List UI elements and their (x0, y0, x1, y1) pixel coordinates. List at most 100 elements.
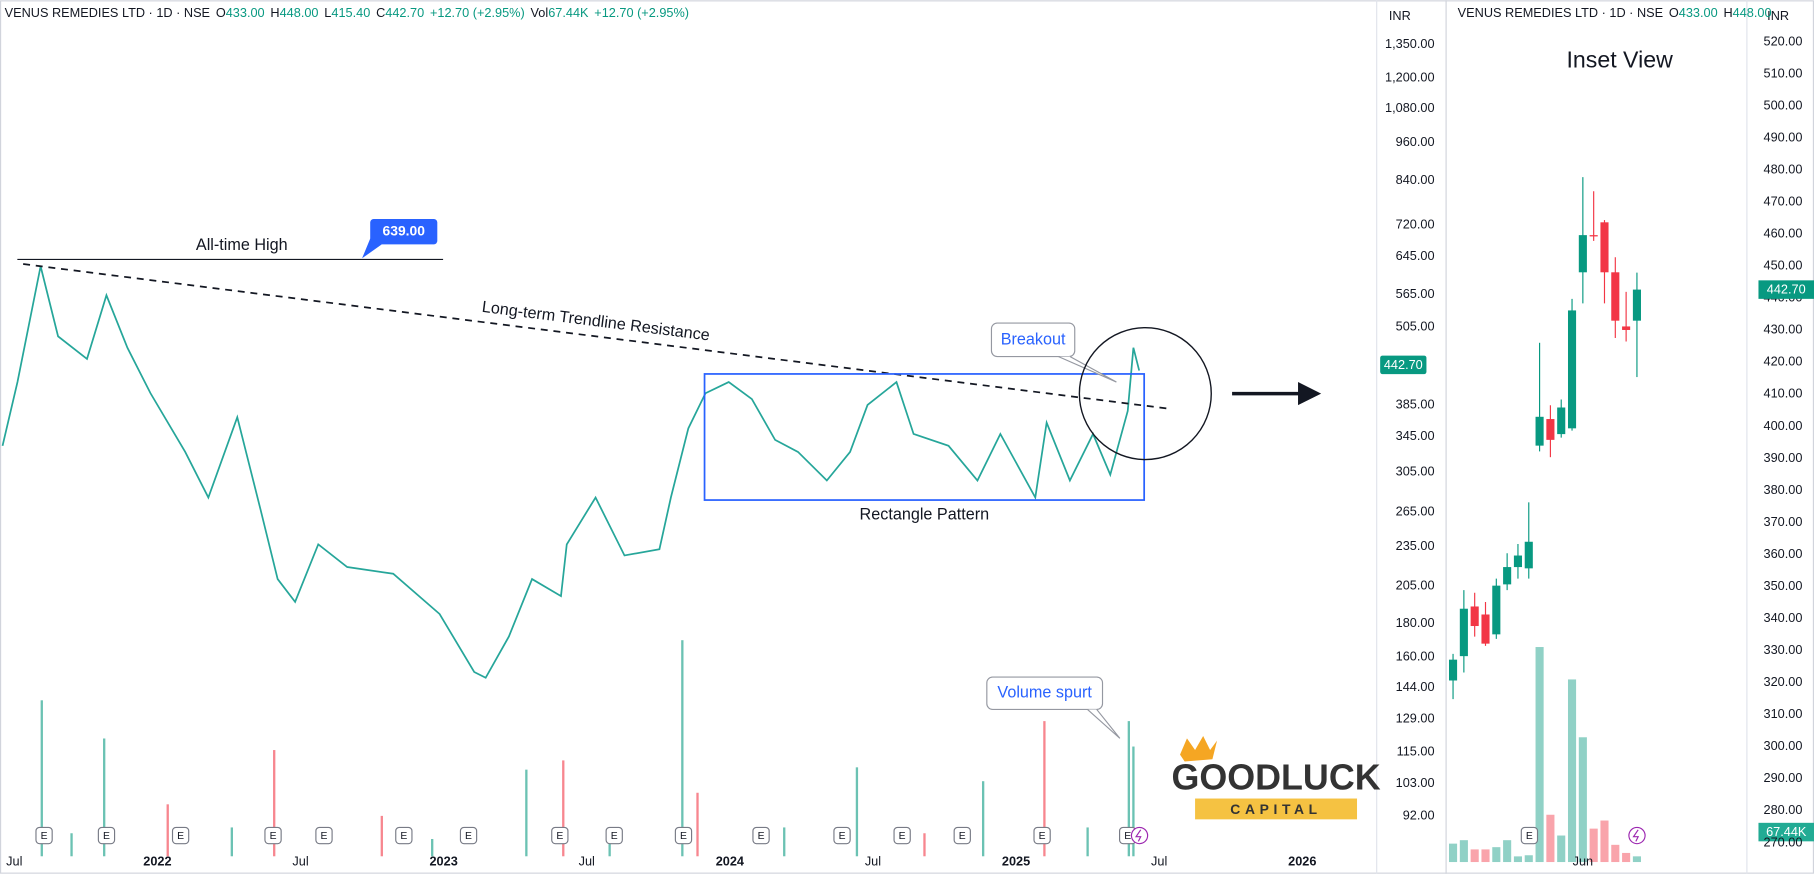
axis-unit: INR (1767, 8, 1789, 23)
ath-tag (370, 218, 438, 245)
volume-bar (1492, 847, 1501, 863)
y-tick-label: 470.00 (1764, 193, 1803, 208)
earnings-label: E (400, 831, 407, 842)
earnings-label: E (556, 831, 563, 842)
candle-body (1589, 235, 1598, 237)
y-tick-label: 400.00 (1764, 418, 1803, 433)
y-tick-label: 305.00 (1396, 463, 1435, 478)
volume-bar (273, 750, 276, 857)
earnings-marker[interactable] (315, 826, 333, 845)
earnings-marker[interactable] (833, 826, 851, 845)
earnings-marker[interactable] (1033, 826, 1051, 845)
earnings-marker[interactable] (674, 826, 693, 845)
header-value: 442.70 (385, 6, 424, 21)
candle-body (1459, 608, 1468, 657)
callout-box (986, 676, 1104, 711)
header-value: +12.70 (+2.95%) (430, 6, 525, 21)
axis-unit: INR (1389, 8, 1411, 23)
volume-bar (1546, 814, 1555, 863)
candle-body (1557, 407, 1566, 435)
header: VENUS REMEDIES LTD · 1D · NSE O433.00 H448… (1458, 6, 1772, 21)
y-tick-label: 460.00 (1764, 226, 1803, 241)
volume-bar (562, 760, 565, 857)
volume-bar (923, 833, 926, 857)
earnings-marker[interactable] (171, 826, 190, 845)
earnings-marker[interactable] (264, 826, 282, 845)
volume-bar (1589, 828, 1598, 863)
volume-bar (608, 833, 611, 857)
earnings-marker[interactable] (953, 826, 971, 845)
volume-bar (696, 792, 699, 857)
y-tick-label: 380.00 (1764, 482, 1803, 497)
candle-body (1535, 416, 1544, 446)
volume-bar (1132, 746, 1135, 857)
volume-bar (1513, 856, 1523, 863)
y-tick-label: 420.00 (1764, 354, 1803, 369)
price-line (1, 266, 1141, 679)
earnings-label: E (1124, 831, 1131, 842)
ath-pointer (362, 238, 382, 259)
y-tick-label: 720.00 (1396, 217, 1435, 232)
volume-tag (1758, 822, 1814, 842)
earnings-label: E (611, 831, 618, 842)
volume-bar (40, 700, 43, 857)
candle-body (1567, 310, 1577, 429)
earnings-marker[interactable] (893, 826, 911, 845)
earnings-marker[interactable] (395, 826, 413, 845)
earnings-marker[interactable] (752, 826, 770, 845)
price-tag-label: 442.70 (1384, 357, 1423, 372)
header-key: O (1669, 6, 1679, 21)
event-icon-bolt (1134, 829, 1142, 842)
y-tick-label: 1,350.00 (1385, 36, 1435, 51)
earnings-marker[interactable] (605, 826, 623, 845)
earnings-label: E (103, 831, 110, 842)
volume-bar (1567, 679, 1577, 863)
volume-bar (1470, 849, 1479, 863)
arrow-head (1298, 382, 1322, 406)
earnings-marker[interactable] (97, 826, 116, 845)
inset-plot (1449, 177, 1641, 863)
y-tick-label: 390.00 (1764, 450, 1803, 465)
x-tick-label: Jul (292, 854, 308, 869)
earnings-label: E (177, 831, 184, 842)
y-tick-label: 160.00 (1396, 649, 1435, 664)
event-icon[interactable] (1130, 826, 1149, 845)
candle-body (1524, 541, 1533, 569)
earnings-label: E (959, 831, 966, 842)
earnings-label: E (758, 831, 765, 842)
header-key: H (1723, 6, 1732, 21)
x-tick-label: 2022 (143, 854, 171, 869)
volume-tag-label: 67.44K (1766, 824, 1807, 839)
candle-body (1513, 555, 1523, 568)
earnings-marker[interactable] (1520, 826, 1539, 845)
volume-spurt-label: Volume spurt (997, 684, 1092, 702)
rectangle-label: Rectangle Pattern (860, 505, 990, 523)
x-tick-label: Jul (1151, 854, 1167, 869)
earnings-marker[interactable] (35, 826, 53, 845)
earnings-marker[interactable] (551, 826, 569, 845)
volume-bar (681, 640, 684, 857)
candle-body (1632, 289, 1641, 321)
earnings-label: E (1039, 831, 1046, 842)
y-tick-label: 340.00 (1764, 610, 1803, 625)
y-tick-label: 1,080.00 (1385, 100, 1435, 115)
logo-crown (1180, 736, 1218, 762)
header: VENUS REMEDIES LTD · 1D · NSE O433.00 H448… (5, 6, 689, 21)
volume-bar (1578, 737, 1587, 863)
y-tick-label: 235.00 (1396, 538, 1435, 553)
y-tick-label: 345.00 (1396, 428, 1435, 443)
y-tick-label: 103.00 (1396, 775, 1435, 790)
candle-body (1546, 419, 1555, 440)
x-tick-label: Jul (865, 854, 881, 869)
earnings-label: E (1526, 831, 1533, 842)
x-tick-label: 2024 (716, 854, 744, 869)
event-icon[interactable] (1628, 826, 1646, 845)
candle-body (1611, 272, 1620, 321)
earnings-marker[interactable] (459, 826, 478, 845)
volume-bar (230, 827, 233, 857)
earnings-label: E (839, 831, 846, 842)
volume-bar (166, 804, 169, 857)
